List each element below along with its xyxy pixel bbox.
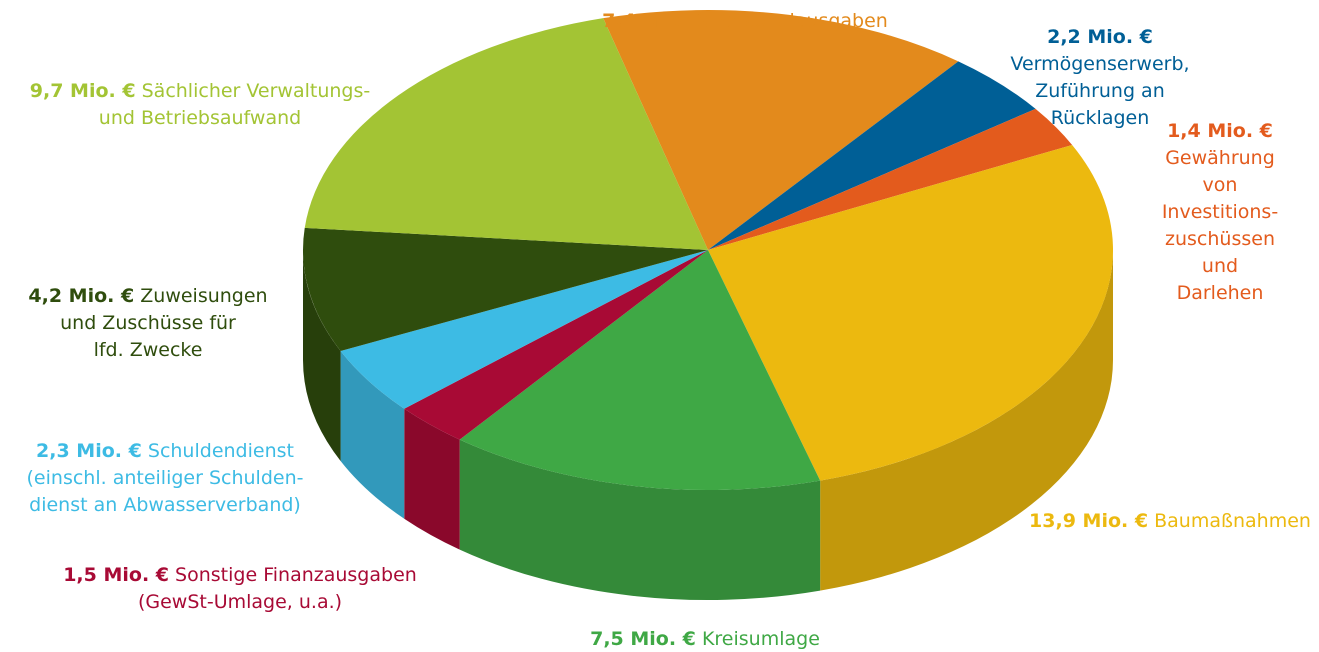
slice xyxy=(708,144,1113,481)
category-label: Sächlicher Verwaltungs- und Betriebsaufw… xyxy=(98,80,371,129)
category-label: Schuldendienst (einschl. anteiliger Schu… xyxy=(26,440,304,516)
slice xyxy=(340,250,708,409)
category-label: Kreisumlage xyxy=(701,628,820,650)
slice-side xyxy=(303,250,341,461)
slice-label: 2,3 Mio. € Schuldendienst (einschl. ante… xyxy=(27,438,304,519)
category-label: Baumaßnahmen xyxy=(1154,510,1311,532)
value-label: 7,5 Mio. € xyxy=(590,628,696,650)
slice xyxy=(404,250,708,440)
category-label: Gewährung von Investitions- zuschüssen u… xyxy=(1161,147,1279,304)
slice-side xyxy=(459,439,821,601)
slice xyxy=(708,108,1073,250)
slice-label: 1,5 Mio. € Sonstige Finanzausgaben (GewS… xyxy=(63,562,417,616)
value-label: 1,4 Mio. € xyxy=(1167,120,1273,142)
slice-label: 9,7 Mio. € Sächlicher Verwaltungs- und B… xyxy=(30,78,370,132)
slice-side xyxy=(340,350,405,519)
slice xyxy=(303,227,708,351)
category-label: Zuweisungen und Zuschüsse für lfd. Zweck… xyxy=(60,285,268,361)
slice xyxy=(304,18,708,251)
value-label: 4,2 Mio. € xyxy=(28,285,135,307)
slice-side xyxy=(820,250,1113,591)
value-label: 2,3 Mio. € xyxy=(36,440,142,462)
slice-label: 1,4 Mio. € Gewährung von Investitions- z… xyxy=(1162,118,1278,307)
category-label: Sonstige Finanzausgaben (GewSt-Umlage, u… xyxy=(137,564,417,613)
value-label: 1,5 Mio. € xyxy=(63,564,170,586)
value-label: 2,2 Mio. € xyxy=(1047,26,1153,48)
slice-label: 7,4 Mio. € Personalausgaben xyxy=(602,8,888,35)
slice-side xyxy=(404,408,460,550)
category-label: Personalausgaben xyxy=(714,10,888,32)
value-label: 13,9 Mio. € xyxy=(1029,510,1149,532)
slice-label: 2,2 Mio. € Vermögenserwerb, Zuführung an… xyxy=(991,24,1210,132)
slice xyxy=(459,250,821,491)
slice-label: 13,9 Mio. € Baumaßnahmen xyxy=(1029,508,1311,535)
category-label: Vermögenserwerb, Zuführung an Rücklagen xyxy=(1010,53,1190,129)
slice xyxy=(603,9,959,250)
slice-label: 4,2 Mio. € Zuweisungen und Zuschüsse für… xyxy=(28,283,267,364)
value-label: 7,4 Mio. € xyxy=(602,10,708,32)
slice xyxy=(708,61,1036,251)
slice-label: 7,5 Mio. € Kreisumlage xyxy=(590,626,820,652)
value-label: 9,7 Mio. € xyxy=(29,80,136,102)
